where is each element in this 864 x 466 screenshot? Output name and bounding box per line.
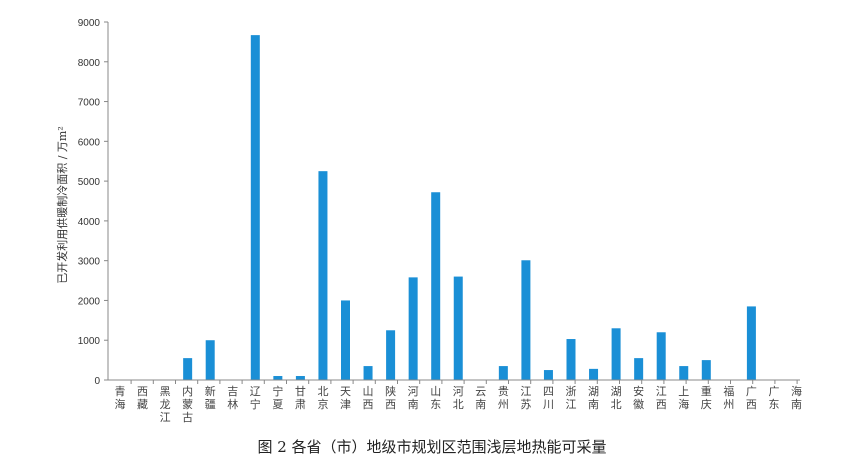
x-tick-label: 上海 bbox=[678, 385, 689, 411]
x-tick-label: 青海 bbox=[115, 385, 126, 411]
bar-辽宁 bbox=[250, 35, 260, 380]
bar-湖南 bbox=[589, 368, 599, 380]
bar-北京 bbox=[318, 171, 328, 380]
y-tick-label: 5000 bbox=[78, 177, 101, 188]
bar-江苏 bbox=[521, 260, 531, 380]
x-tick-label: 河北 bbox=[453, 385, 464, 411]
y-tick-label: 7000 bbox=[78, 98, 101, 109]
bar-河南 bbox=[408, 277, 418, 380]
bar-广西 bbox=[746, 306, 756, 380]
bar-河北 bbox=[453, 276, 463, 380]
x-tick-label: 重庆 bbox=[701, 384, 712, 411]
bar-湖北 bbox=[611, 328, 621, 380]
x-tick-label: 西藏 bbox=[137, 385, 148, 411]
y-axis-label: 已开发利用供暖制冷面积 / 万m² bbox=[55, 126, 69, 284]
x-tick-label: 新疆 bbox=[205, 384, 216, 411]
bar-山东 bbox=[431, 192, 441, 380]
x-tick-label: 福州 bbox=[723, 384, 734, 411]
y-tick-label: 1000 bbox=[78, 336, 101, 347]
y-tick-label: 3000 bbox=[78, 257, 101, 268]
x-tick-label: 山东 bbox=[430, 385, 441, 411]
x-tick-label: 湖南 bbox=[588, 385, 599, 411]
bar-甘肃 bbox=[295, 376, 305, 380]
bar-安徽 bbox=[634, 358, 644, 380]
bar-宁夏 bbox=[273, 376, 283, 380]
bar-重庆 bbox=[701, 360, 711, 380]
x-tick-label: 河南 bbox=[408, 385, 419, 411]
y-tick-label: 2000 bbox=[78, 296, 101, 307]
bar-贵州 bbox=[498, 366, 508, 380]
x-tick-label: 江苏 bbox=[520, 385, 531, 411]
x-tick-label: 甘肃 bbox=[295, 385, 306, 411]
bar-天津 bbox=[341, 300, 350, 380]
bar-内蒙古 bbox=[183, 358, 193, 380]
x-tick-label: 山西 bbox=[363, 385, 374, 411]
bar-上海 bbox=[679, 366, 689, 380]
bar-山西 bbox=[363, 366, 373, 380]
x-tick-label: 辽宁 bbox=[250, 385, 261, 411]
y-tick-label: 6000 bbox=[78, 137, 101, 148]
x-tick-label: 云南 bbox=[475, 385, 486, 411]
y-tick-label: 0 bbox=[94, 376, 100, 387]
x-tick-label: 海南 bbox=[791, 384, 802, 411]
x-tick-label: 广西 bbox=[746, 385, 757, 411]
bar-陕西 bbox=[386, 330, 396, 380]
bar-浙江 bbox=[566, 339, 576, 380]
x-tick-label: 内蒙古 bbox=[182, 384, 193, 424]
x-tick-label: 宁夏 bbox=[272, 384, 283, 411]
x-tick-label: 江西 bbox=[656, 385, 667, 411]
y-tick-label: 9000 bbox=[78, 18, 101, 29]
x-tick-label: 陕西 bbox=[385, 384, 396, 411]
x-tick-label: 湖北 bbox=[611, 385, 622, 411]
bar-新疆 bbox=[205, 340, 215, 380]
x-tick-label: 黑龙江 bbox=[160, 385, 171, 424]
y-tick-label: 4000 bbox=[78, 217, 101, 228]
y-tick-label: 8000 bbox=[78, 58, 101, 69]
x-tick-label: 贵州 bbox=[498, 385, 509, 411]
x-tick-label: 天津 bbox=[340, 385, 351, 411]
x-tick-label: 浙江 bbox=[566, 385, 577, 411]
x-tick-label: 吉林 bbox=[227, 385, 238, 411]
x-tick-label: 四川 bbox=[543, 385, 554, 411]
x-tick-label: 北京 bbox=[317, 385, 328, 411]
bar-江西 bbox=[656, 332, 666, 380]
figure-caption: 图 2 各省（市）地级市规划区范围浅层地热能可采量 bbox=[257, 438, 606, 456]
x-tick-label: 安徽 bbox=[633, 384, 644, 411]
bar-四川 bbox=[543, 370, 553, 380]
x-tick-label: 广东 bbox=[768, 385, 779, 411]
